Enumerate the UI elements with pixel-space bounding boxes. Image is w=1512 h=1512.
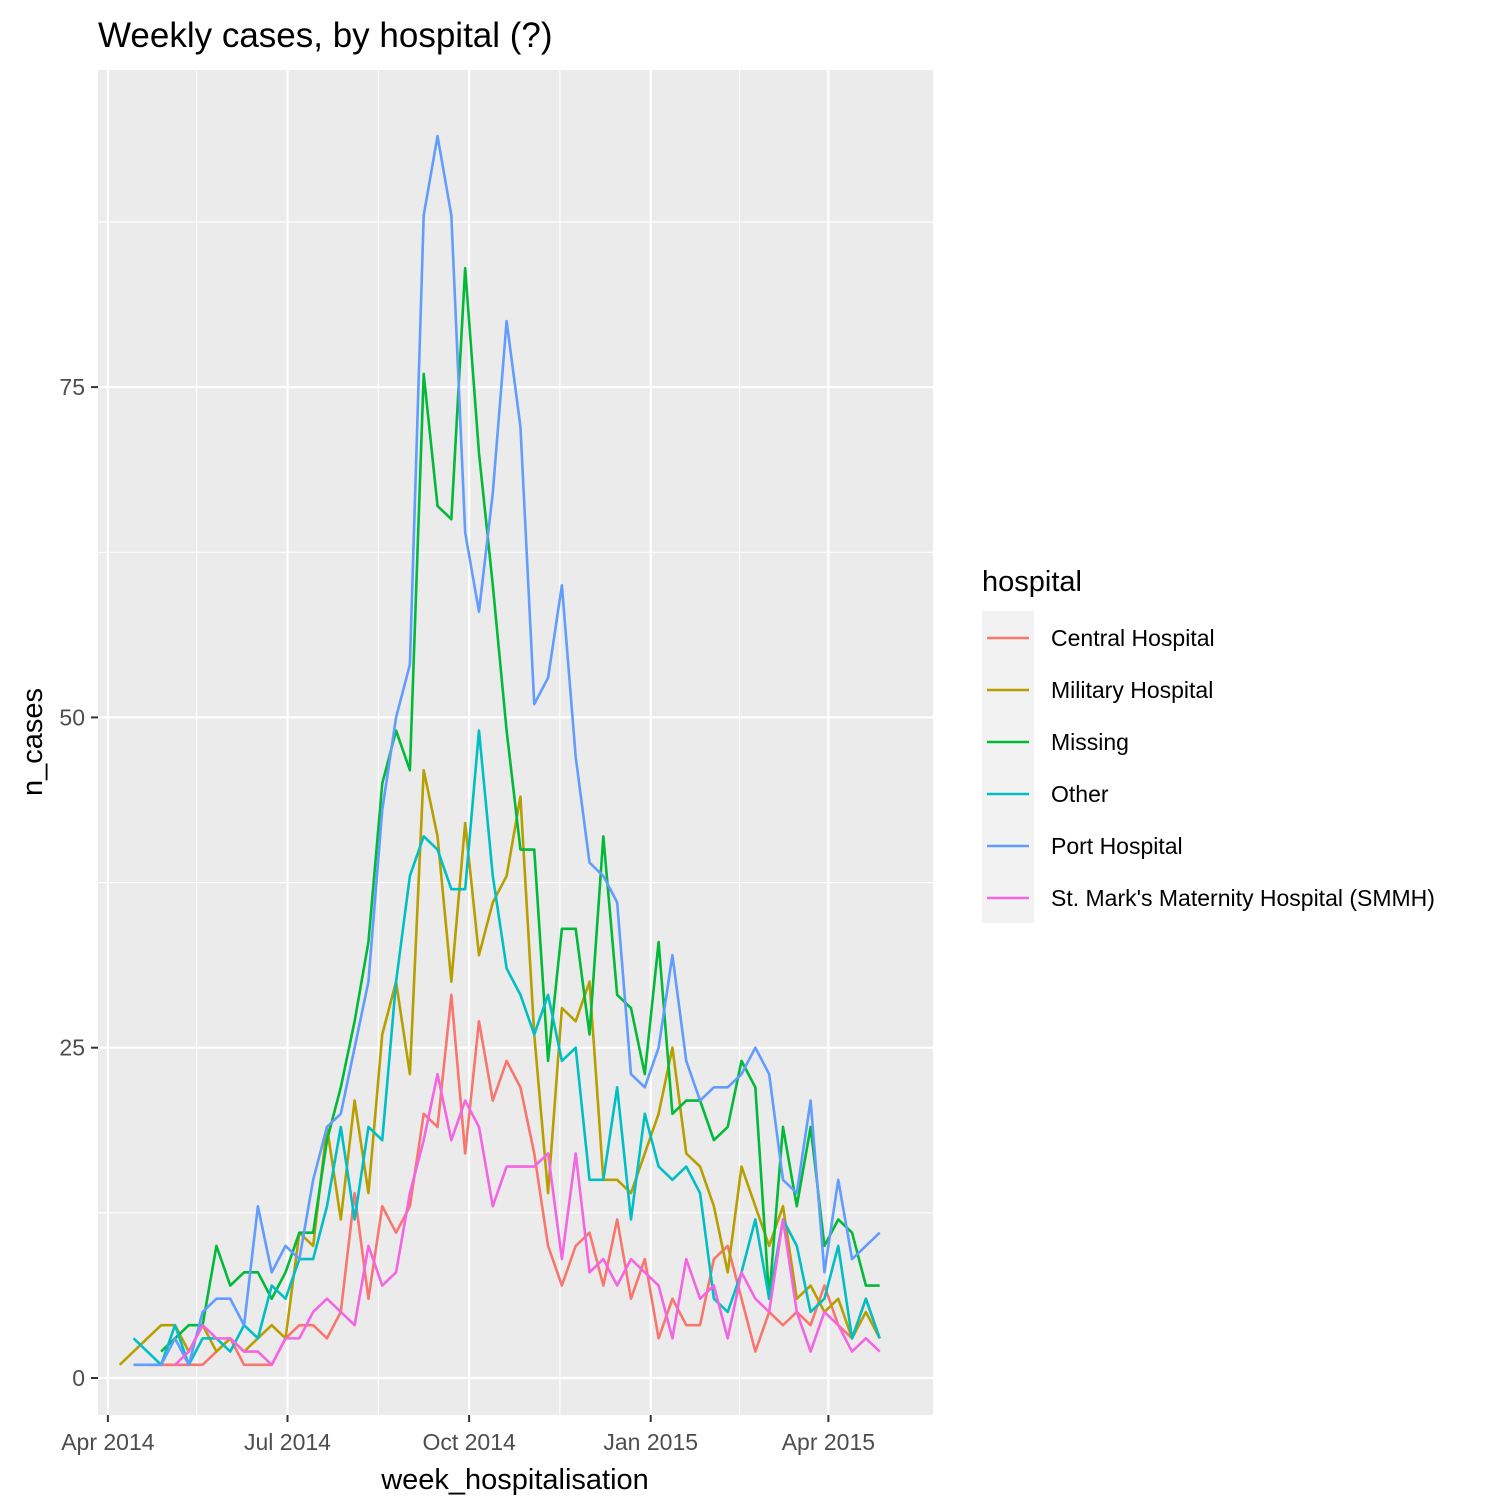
legend-label: Other bbox=[1051, 781, 1109, 807]
y-tick-label: 50 bbox=[59, 704, 85, 730]
legend-item: Missing bbox=[987, 729, 1129, 755]
legend-item: Other bbox=[987, 781, 1109, 807]
legend-label: Central Hospital bbox=[1051, 625, 1215, 651]
x-tick-label: Oct 2014 bbox=[422, 1429, 516, 1455]
y-tick-label: 75 bbox=[59, 374, 85, 400]
series-line bbox=[160, 266, 880, 1353]
series-line bbox=[133, 134, 881, 1367]
x-axis-title: week_hospitalisation bbox=[380, 1464, 649, 1496]
legend: hospital Central Hospital Military Hospit… bbox=[982, 566, 1435, 923]
y-tick-label: 0 bbox=[72, 1365, 85, 1391]
legend-item: Military Hospital bbox=[987, 677, 1213, 703]
legend-label: Missing bbox=[1051, 729, 1129, 755]
y-axis-title: n_cases bbox=[17, 688, 49, 796]
legend-label: Port Hospital bbox=[1051, 833, 1183, 859]
y-axis: 0 25 50 75 bbox=[59, 374, 98, 1391]
x-axis: Apr 2014 Jul 2014 Oct 2014 Jan 2015 Apr 2015 bbox=[61, 1415, 875, 1455]
series-line bbox=[147, 993, 881, 1367]
series-line bbox=[132, 729, 881, 1367]
legend-label: Military Hospital bbox=[1051, 677, 1213, 703]
x-tick-label: Apr 2015 bbox=[782, 1429, 875, 1455]
legend-label: St. Mark's Maternity Hospital (SMMH) bbox=[1051, 885, 1435, 911]
legend-title: hospital bbox=[982, 566, 1082, 598]
series-lines bbox=[118, 134, 881, 1367]
chart-title: Weekly cases, by hospital (?) bbox=[98, 16, 553, 55]
legend-item: St. Mark's Maternity Hospital (SMMH) bbox=[987, 885, 1435, 911]
y-tick-label: 25 bbox=[59, 1035, 85, 1061]
x-tick-label: Jul 2014 bbox=[244, 1429, 331, 1455]
legend-keys-background bbox=[982, 611, 1034, 923]
legend-item: Port Hospital bbox=[987, 833, 1183, 859]
major-gridlines bbox=[98, 70, 933, 1415]
x-tick-label: Apr 2014 bbox=[61, 1429, 155, 1455]
minor-gridlines bbox=[98, 70, 933, 1415]
x-tick-label: Jan 2015 bbox=[603, 1429, 698, 1455]
legend-item: Central Hospital bbox=[987, 625, 1215, 651]
series-line bbox=[174, 1072, 881, 1367]
series-line bbox=[118, 768, 881, 1366]
